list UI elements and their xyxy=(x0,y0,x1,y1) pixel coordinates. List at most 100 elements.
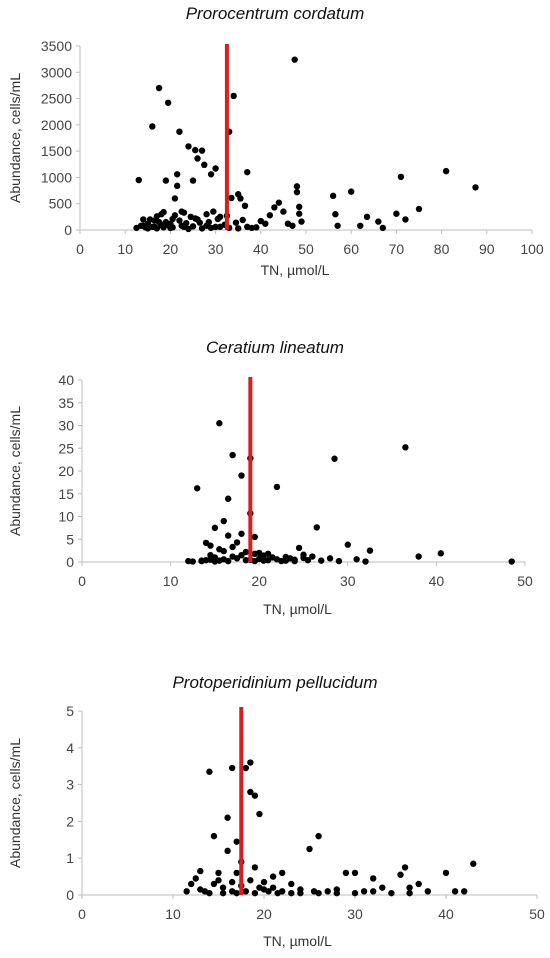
x-tick-label: 40 xyxy=(429,573,445,589)
y-tick-label: 5 xyxy=(66,531,74,547)
data-point xyxy=(212,165,219,172)
x-axis-label: TN, µmol/L xyxy=(263,601,332,617)
data-point xyxy=(211,524,219,532)
x-tick-label: 0 xyxy=(78,906,86,922)
data-point xyxy=(220,517,227,525)
y-tick-label: 5 xyxy=(66,703,74,719)
data-point xyxy=(235,225,242,232)
data-point xyxy=(178,208,185,215)
data-point xyxy=(266,212,274,219)
data-point xyxy=(273,556,281,563)
data-point xyxy=(363,213,371,221)
data-point xyxy=(216,546,223,553)
y-tick-label: 2500 xyxy=(41,91,72,107)
data-point xyxy=(201,161,208,169)
data-point xyxy=(251,864,259,871)
data-point xyxy=(472,184,479,191)
data-point xyxy=(300,551,307,558)
data-point xyxy=(144,225,151,232)
data-point xyxy=(375,218,382,225)
data-point xyxy=(164,99,172,106)
data-point xyxy=(260,557,267,564)
data-point xyxy=(192,215,199,222)
data-point xyxy=(296,210,303,217)
x-tick-label: 0 xyxy=(76,241,84,257)
data-point xyxy=(334,222,341,229)
y-tick-label: 500 xyxy=(49,196,73,212)
data-point xyxy=(251,889,259,897)
x-tick-label: 20 xyxy=(251,573,267,589)
x-tick-label: 40 xyxy=(438,906,454,922)
x-axis-label: TN, µmol/L xyxy=(263,933,332,949)
data-point xyxy=(183,219,190,227)
data-point xyxy=(253,224,260,231)
chart-title: Prorocentrum cordatum xyxy=(185,4,365,23)
data-point xyxy=(296,203,303,211)
chart-title: Protoperidinium pellucidum xyxy=(172,673,378,692)
data-point xyxy=(424,888,431,895)
data-point xyxy=(397,871,404,878)
data-point xyxy=(260,886,268,893)
data-point xyxy=(370,875,377,882)
x-tick-label: 60 xyxy=(343,241,359,257)
data-point xyxy=(189,177,197,184)
y-axis-label: Abundance, cells/mL xyxy=(7,73,23,203)
y-axis-label: Abundance, cells/mL xyxy=(7,738,23,868)
data-point xyxy=(135,176,142,184)
data-point xyxy=(318,557,325,564)
y-tick-label: 30 xyxy=(58,418,74,434)
y-tick-label: 2000 xyxy=(41,117,72,133)
data-point xyxy=(219,889,227,897)
y-tick-label: 25 xyxy=(58,440,74,456)
data-point xyxy=(155,84,163,92)
data-point xyxy=(251,792,259,799)
data-point xyxy=(244,223,251,231)
data-point xyxy=(326,555,334,562)
data-point xyxy=(207,542,214,549)
chart-title: Ceratium lineatum xyxy=(206,338,344,357)
data-point xyxy=(151,217,158,224)
data-point xyxy=(207,551,214,559)
data-point xyxy=(309,553,316,560)
data-point xyxy=(388,889,395,897)
y-tick-label: 35 xyxy=(58,395,74,411)
data-point xyxy=(406,889,413,897)
data-point xyxy=(233,869,240,877)
data-point xyxy=(206,889,213,897)
data-point xyxy=(298,218,305,225)
data-point xyxy=(242,888,249,895)
data-point xyxy=(173,182,181,190)
data-point xyxy=(508,558,515,565)
data-point xyxy=(193,485,201,492)
data-point xyxy=(251,533,258,541)
data-point xyxy=(379,224,387,232)
data-point xyxy=(194,155,201,162)
x-tick-label: 90 xyxy=(479,241,495,257)
data-point xyxy=(162,177,170,184)
data-point xyxy=(273,483,281,491)
data-point xyxy=(288,889,295,897)
x-tick-label: 20 xyxy=(163,241,179,257)
data-point xyxy=(415,205,423,213)
data-point xyxy=(289,222,296,229)
x-tick-label: 40 xyxy=(253,241,269,257)
data-point xyxy=(451,888,459,895)
x-tick-label: 70 xyxy=(389,241,405,257)
data-point xyxy=(242,764,249,772)
data-point xyxy=(295,544,303,552)
data-point xyxy=(203,211,210,218)
chart-panel-2: Ceratium lineatum 0 5 10 15 20 25 30 35 40 0 10 20 3… xyxy=(0,330,550,640)
data-point xyxy=(313,524,320,531)
x-tick-label: 80 xyxy=(434,241,450,257)
y-tick-label: 1500 xyxy=(41,143,72,159)
data-point xyxy=(176,128,183,135)
data-point xyxy=(335,557,343,565)
data-point xyxy=(353,556,360,563)
data-point xyxy=(238,551,245,559)
data-point xyxy=(238,530,245,537)
data-point xyxy=(415,880,422,888)
y-tick-label: 0 xyxy=(66,554,74,570)
data-point xyxy=(271,204,278,211)
y-tick-label: 3000 xyxy=(41,64,72,80)
data-point xyxy=(279,888,286,895)
